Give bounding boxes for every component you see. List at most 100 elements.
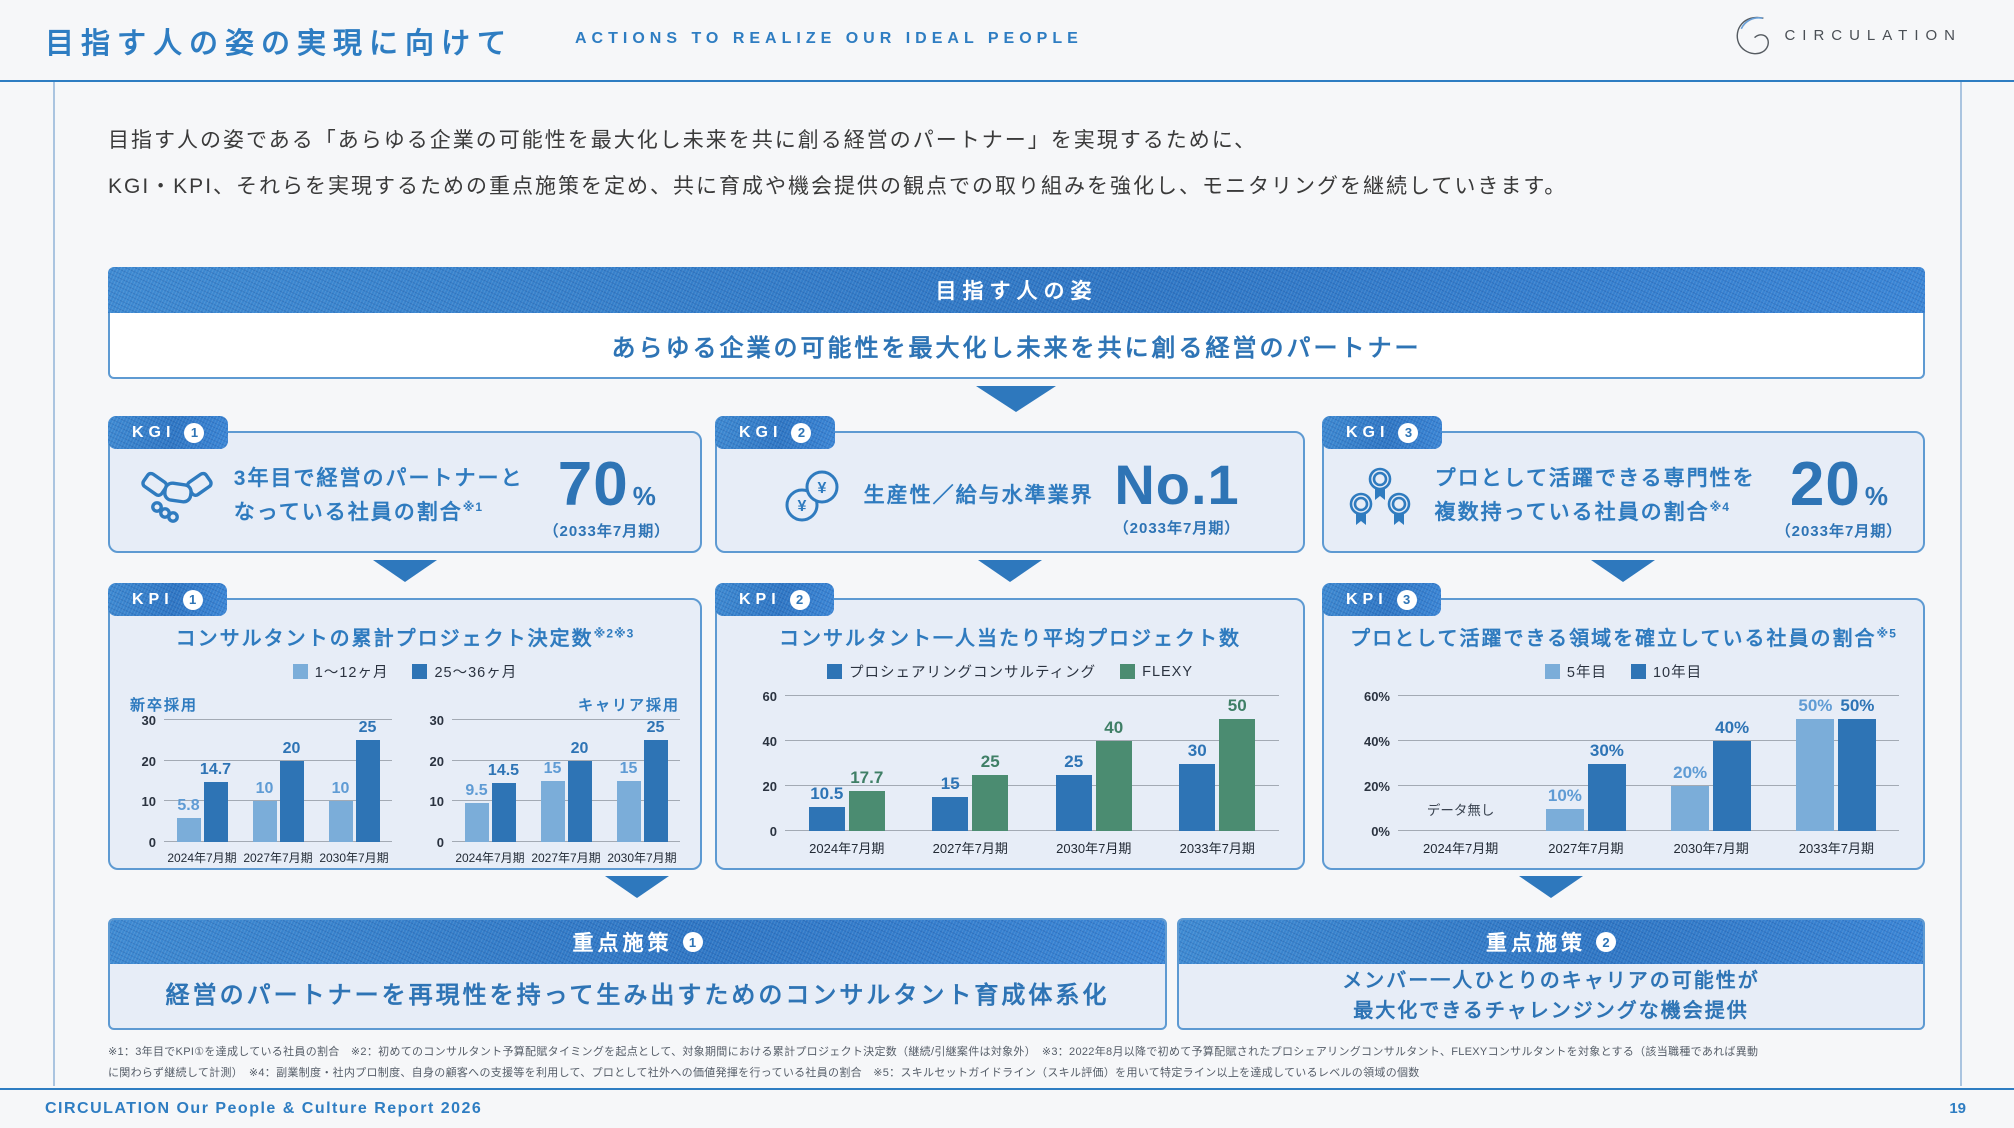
- bar-value-label: 50: [1227, 695, 1247, 715]
- bar-chart-career: 0 10 20 30 9.5 14.5 15 20 15 25 2024年7月期 2027年7月期 20…: [418, 713, 680, 866]
- kpi-1-chart-shinsotsu: 新卒採用 0 10 20 30 5.8 14.7 10 20 10 25 2024年7月期 2027年…: [130, 694, 392, 866]
- bar-stack: 30 50: [1179, 696, 1256, 831]
- chart-plot: 0 20 40 60 10.5 17.7 15 25 25 40 30 50: [763, 689, 1280, 839]
- kpi-3-tab-label: KPI: [1346, 590, 1388, 608]
- legend-label: 1〜12ヶ月: [314, 665, 389, 681]
- y-tick-label: 0%: [1371, 824, 1390, 839]
- y-tick-label: 20: [762, 779, 777, 794]
- legend-item: 10年目: [1630, 661, 1702, 682]
- bar-value-label: 14.7: [199, 761, 232, 779]
- measure-2-label: 重点施策: [1486, 932, 1586, 955]
- kgi-1-value-block: 70 % （2033年7月期）: [543, 453, 670, 539]
- gridline: [1398, 830, 1899, 831]
- kgi-1-text: 3年目で経営のパートナーと なっている社員の割合※1: [234, 462, 524, 529]
- kpi-1-note-ref: ※2※3: [593, 626, 635, 641]
- bar-1〜12ヶ月: 15: [616, 760, 641, 842]
- svg-text:¥: ¥: [797, 498, 806, 515]
- kgi-3-unit: %: [1864, 480, 1889, 511]
- gridline: [452, 800, 680, 802]
- logo-wordmark: CIRCULATION: [1784, 26, 1962, 44]
- kpi-2-chart-area: 0 20 40 60 10.5 17.7 15 25 25 40 30 50 2024年7月期 2027年…: [717, 689, 1303, 857]
- kgi-3-text-line2: 複数持っている社員の割合※4: [1434, 500, 1730, 524]
- bar-5年目: 20%: [1671, 763, 1710, 831]
- kgi-2-content: ¥ ¥ 生産性／給与水準業界 No.1 （2033年7月期）: [717, 433, 1303, 551]
- legend-label: プロシェアリングコンサルティング: [848, 665, 1097, 681]
- bar-value-label: 5.8: [177, 797, 200, 815]
- kgi-3-content: プロとして活躍できる専門性を 複数持っている社員の割合※4 20 % （2033…: [1324, 433, 1923, 551]
- bar-group: 20% 40%: [1649, 696, 1774, 831]
- kgi-3-text-line1: プロとして活躍できる専門性を: [1434, 467, 1756, 491]
- kpi-2-legend: プロシェアリングコンサルティング FLEXY: [717, 661, 1303, 682]
- bar-stack: データ無し: [1427, 696, 1495, 831]
- measure-1-body-line1: 経営のパートナーを再現性を持って生み出すためのコンサルタント育成体系化: [165, 982, 1110, 1009]
- legend-swatch: [292, 664, 308, 679]
- legend-item: FLEXY: [1120, 664, 1193, 680]
- kpi-1-title: コンサルタントの累計プロジェクト決定数※2※3: [175, 626, 635, 650]
- x-tick-label: 2024年7月期: [809, 841, 885, 856]
- chart-groups: データ無し 10% 30% 20% 40% 50% 50%: [1398, 696, 1899, 831]
- x-axis-labels: 2024年7月期 2027年7月期 2030年7月期: [452, 849, 680, 866]
- company-logo: CIRCULATION: [1728, 12, 1962, 58]
- bar-FLEXY: 50: [1219, 696, 1256, 831]
- bar-value-label: 17.7: [850, 768, 884, 788]
- svg-text:¥: ¥: [817, 480, 826, 497]
- bar-chart-shinsotsu: 0 10 20 30 5.8 14.7 10 20 10 25 2024年7月期 2027年7月期 20…: [130, 713, 392, 866]
- kgi-3-text: プロとして活躍できる専門性を 複数持っている社員の割合※4: [1435, 462, 1756, 529]
- measure-2-body-line1: メンバー一人ひとりのキャリアの可能性が: [1342, 970, 1760, 992]
- bar-value-label: 9.5: [465, 782, 488, 800]
- bar-value-label: 25: [358, 719, 377, 737]
- bar-group: 25 40: [1032, 696, 1156, 831]
- ideal-person-section: 目指す人の姿 あらゆる企業の可能性を最大化し未来を共に創る経営のパートナー: [108, 267, 1925, 379]
- left-accent-line: [53, 82, 55, 1086]
- no-data-label: データ無し: [1426, 803, 1495, 818]
- down-arrow-kgi-3: [1591, 560, 1655, 582]
- bar-value-label: 25: [1064, 751, 1084, 771]
- y-tick-label: 20%: [1363, 779, 1390, 794]
- kgi-1-content: 3年目で経営のパートナーと なっている社員の割合※1 70 % （2033年7月…: [110, 433, 700, 551]
- kpi-1-chart-career: キャリア採用 0 10 20 30 9.5 14.5 15 20 15 25 2024年7月期 202…: [418, 694, 680, 866]
- kgi-1-tab: KGI 1: [108, 416, 228, 449]
- bar-プロシェアリングコンサルティング: 30: [1179, 741, 1216, 831]
- y-tick-label: 60%: [1363, 689, 1390, 704]
- bar-value-label: 40%: [1715, 718, 1750, 737]
- kgi-2-tab: KGI 2: [715, 416, 835, 449]
- x-tick-label: 2027年7月期: [1548, 841, 1624, 856]
- kgi-1-note-ref: ※1: [462, 500, 484, 514]
- down-arrow-kpi-left: [605, 876, 669, 898]
- page-header: 目指す人の姿の実現に向けて ACTIONS TO REALIZE OUR IDE…: [0, 0, 2014, 80]
- header-rule: [0, 80, 2014, 82]
- bar-group: 50% 50%: [1774, 696, 1899, 831]
- kgi-2-number-badge: 2: [791, 422, 812, 443]
- chart-area-label-career: キャリア採用: [577, 697, 680, 714]
- kgi-1-text-line2: なっている社員の割合※1: [233, 500, 484, 524]
- x-tick-label: 2024年7月期: [455, 851, 525, 865]
- kpi-1-tab: KPI 1: [108, 583, 227, 616]
- bar-group: 9.5 14.5: [452, 720, 528, 842]
- bar-value-label: 20: [570, 739, 589, 757]
- measure-1-header: 重点施策 1: [110, 920, 1165, 964]
- legend-item: 25〜36ヶ月: [412, 661, 517, 682]
- bar-stack: 9.5 14.5: [464, 720, 519, 842]
- bar-1〜12ヶ月: 5.8: [176, 797, 201, 842]
- legend-swatch: [412, 664, 428, 679]
- kgi-2-value-block: No.1 （2033年7月期）: [1114, 456, 1241, 536]
- x-axis-labels: 2024年7月期 2027年7月期 2030年7月期 2033年7月期: [1398, 838, 1899, 857]
- bar-value-label: 30%: [1589, 740, 1624, 760]
- x-tick-label: 2030年7月期: [607, 851, 677, 865]
- footnote-line-1: ※1：3年目でKPI①を達成している社員の割合 ※2：初めてのコンサルタント予算…: [108, 1046, 1759, 1058]
- kgi-3-panel: KGI 3 プロとして活躍できる専門性を 複数持っている社員の割合※4: [1322, 416, 1925, 553]
- footnote-line-2: に関わらず継続して計測） ※4：副業制度・社内プロ制度、自身の顧客への支援等を利…: [108, 1067, 1420, 1080]
- bar-25〜36ヶ月: 25: [355, 719, 380, 842]
- bar-25〜36ヶ月: 25: [643, 719, 668, 842]
- kpi-3-tab: KPI 3: [1322, 583, 1441, 616]
- page-title: 目指す人の姿の実現に向けて: [45, 28, 514, 60]
- bar-プロシェアリングコンサルティング: 10.5: [808, 784, 845, 831]
- legend-label: FLEXY: [1142, 663, 1194, 680]
- bar-group: 30 50: [1156, 696, 1280, 831]
- x-tick-label: 2027年7月期: [243, 851, 313, 865]
- down-arrow-ideal: [976, 386, 1056, 412]
- intro-paragraph: 目指す人の姿である「あらゆる企業の可能性を最大化し未来を共に創る経営のパートナー…: [108, 118, 1567, 210]
- bar-value-label: 10: [331, 780, 350, 798]
- bar-25〜36ヶ月: 14.5: [488, 762, 519, 842]
- gridline: [1398, 740, 1899, 741]
